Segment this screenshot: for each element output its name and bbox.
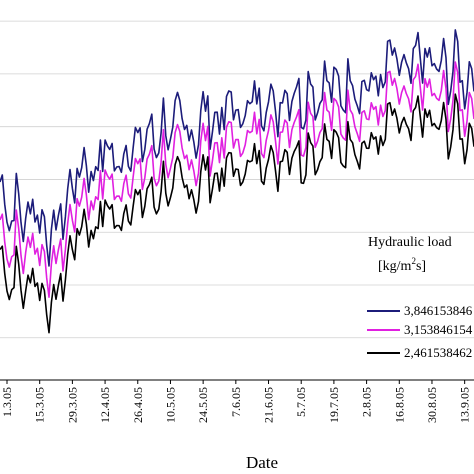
x-axis-tick-labels: 1.3.05 15.3.05 29.3.05 12.4.05 26.4.05 10.5.0… (0, 387, 472, 423)
x-tick-label: 16.8.05 (392, 387, 406, 423)
x-tick-label: 5.7.05 (294, 387, 308, 417)
x-tick-label: 7.6.05 (229, 387, 243, 417)
x-tick-label: 1.3.05 (0, 387, 14, 417)
x-tick-label: 10.5.05 (163, 387, 177, 423)
legend-label-3: 2,461538462 (404, 345, 472, 360)
series-line-3 (0, 93, 474, 334)
x-tick-label: 19.7.05 (327, 387, 341, 423)
x-axis-ticks (6, 380, 466, 384)
x-tick-label: 21.6.05 (262, 387, 276, 423)
legend-title-line1: Hydraulic load (368, 235, 452, 250)
x-tick-label: 29.3.05 (65, 387, 79, 423)
x-tick-label: 24.5.05 (196, 387, 210, 423)
x-tick-label: 30.8.05 (425, 387, 439, 423)
legend-title-unit-end: s] (416, 259, 426, 274)
legend-label-2: 3,153846154 (404, 322, 473, 337)
series-line-2 (0, 61, 474, 299)
x-tick-label: 12.4.05 (98, 387, 112, 423)
legend-title-unit-base: [kg/m (378, 259, 412, 274)
x-axis-title: Date (246, 453, 278, 472)
series-line-1 (0, 29, 474, 267)
series-lines (0, 29, 474, 334)
x-tick-label: 26.4.05 (131, 387, 145, 423)
x-tick-label: 13.9.05 (458, 387, 472, 423)
x-tick-label: 15.3.05 (33, 387, 47, 423)
legend: Hydraulic load [kg/m2s] 3,846153846 3,153… (367, 235, 473, 360)
legend-title-line2: [kg/m2s] (378, 256, 426, 274)
legend-items: 3,846153846 3,153846154 2,461538462 (367, 303, 473, 360)
x-tick-label: 2.8.05 (360, 387, 374, 417)
legend-title-unit-sup: 2 (411, 256, 416, 266)
legend-label-1: 3,846153846 (404, 303, 473, 318)
